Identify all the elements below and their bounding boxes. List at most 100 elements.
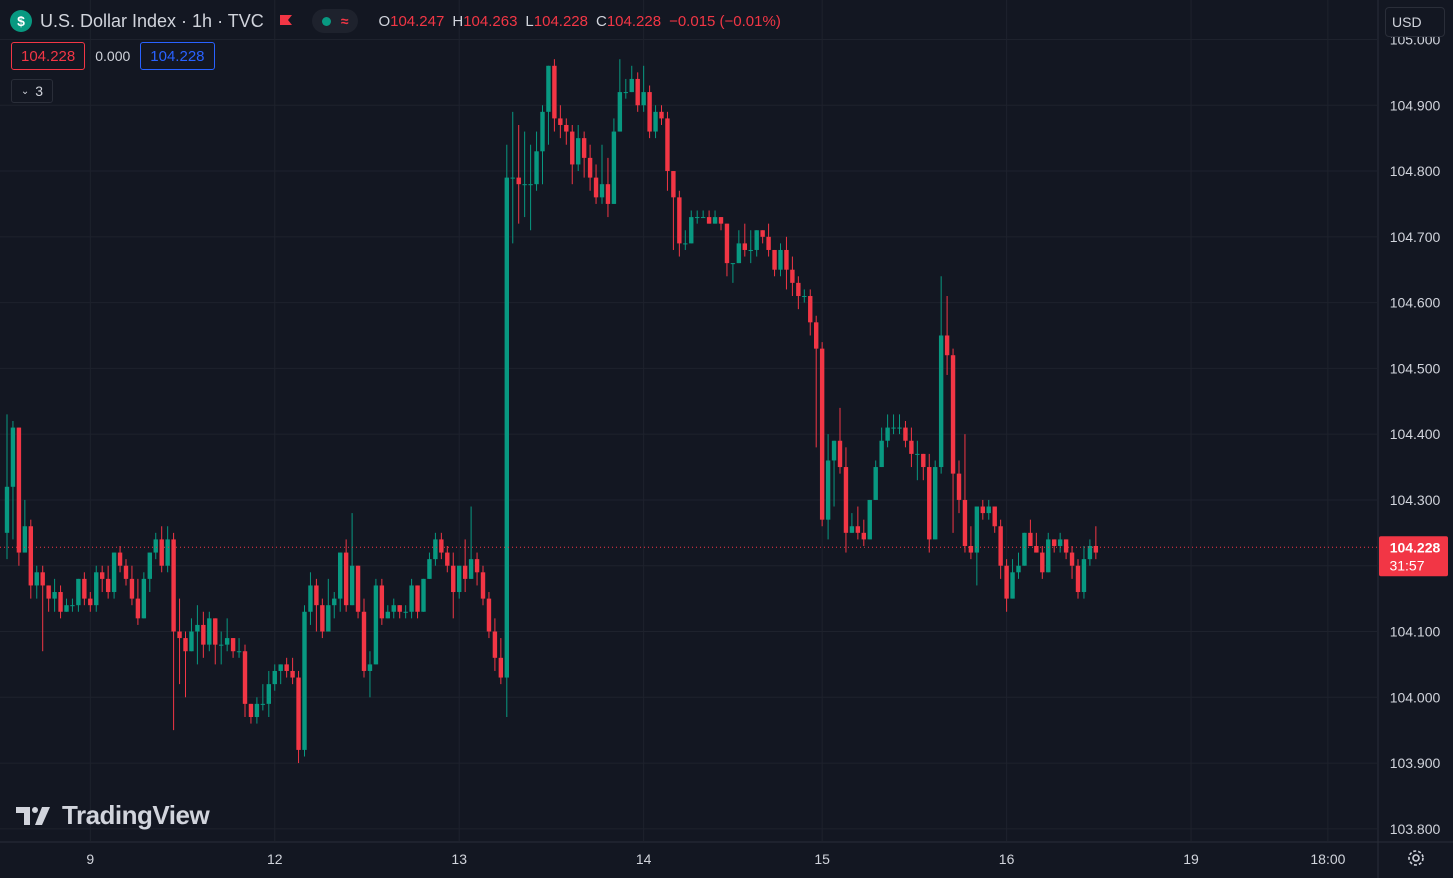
candle[interactable] <box>647 85 652 139</box>
candle[interactable] <box>1034 532 1039 553</box>
candle[interactable] <box>879 427 884 468</box>
candle[interactable] <box>689 210 694 244</box>
candle[interactable] <box>159 526 164 573</box>
candle[interactable] <box>790 256 795 297</box>
candle[interactable] <box>16 427 22 566</box>
candle[interactable] <box>373 578 379 665</box>
candle[interactable] <box>195 605 200 665</box>
candle[interactable] <box>385 605 390 619</box>
candle[interactable] <box>546 65 551 145</box>
gear-icon[interactable] <box>1405 847 1427 869</box>
candle[interactable] <box>956 460 962 514</box>
candle[interactable] <box>105 565 111 599</box>
candle[interactable] <box>260 684 266 711</box>
candle[interactable] <box>147 552 152 593</box>
candle[interactable] <box>40 565 45 652</box>
indicators-toggle-button[interactable]: ⌄ 3 <box>11 79 53 103</box>
candle[interactable] <box>885 414 890 448</box>
candle[interactable] <box>766 223 771 257</box>
candle[interactable] <box>207 611 212 652</box>
candle[interactable] <box>748 230 753 264</box>
candle[interactable] <box>153 532 158 560</box>
candle[interactable] <box>581 131 587 178</box>
candle[interactable] <box>593 164 599 204</box>
candle[interactable] <box>343 539 349 612</box>
candle[interactable] <box>611 118 617 204</box>
candle[interactable] <box>219 631 224 665</box>
candle[interactable] <box>421 578 426 612</box>
candle[interactable] <box>1010 559 1015 599</box>
candle[interactable] <box>992 506 997 533</box>
candle[interactable] <box>272 664 277 691</box>
candle[interactable] <box>867 499 872 540</box>
candle[interactable] <box>944 296 950 375</box>
dollar-sign-icon[interactable]: $ <box>10 10 32 32</box>
candle[interactable] <box>1016 552 1021 579</box>
candle[interactable] <box>10 421 16 540</box>
candle[interactable] <box>117 545 123 573</box>
candle[interactable] <box>986 499 991 520</box>
candle[interactable] <box>111 552 117 599</box>
candle[interactable] <box>980 499 985 520</box>
candle[interactable] <box>891 414 896 435</box>
candle[interactable] <box>314 578 319 632</box>
candle[interactable] <box>296 670 301 764</box>
market-status-pill[interactable]: ≈ <box>311 9 359 33</box>
candle[interactable] <box>730 263 736 283</box>
candle[interactable] <box>778 243 783 277</box>
candle[interactable] <box>248 703 254 724</box>
candle[interactable] <box>361 598 367 678</box>
candle[interactable] <box>724 223 730 277</box>
candle[interactable] <box>224 618 230 652</box>
candle[interactable] <box>433 532 438 566</box>
candle[interactable] <box>391 598 396 619</box>
candle[interactable] <box>760 230 765 244</box>
candle[interactable] <box>123 559 129 586</box>
candle[interactable] <box>665 111 670 191</box>
candle[interactable] <box>712 210 718 224</box>
currency-button[interactable]: USD <box>1385 7 1445 37</box>
candle[interactable] <box>683 230 688 250</box>
candle[interactable] <box>1075 559 1081 599</box>
candle[interactable] <box>474 552 480 586</box>
candle[interactable] <box>873 460 878 500</box>
candle[interactable] <box>308 572 313 625</box>
candle[interactable] <box>897 414 902 435</box>
candle[interactable] <box>1028 519 1033 546</box>
candle[interactable] <box>534 131 539 191</box>
candle[interactable] <box>177 598 182 685</box>
candle[interactable] <box>88 592 93 612</box>
candle[interactable] <box>22 499 28 553</box>
candle[interactable] <box>564 118 569 145</box>
candle[interactable] <box>528 144 533 231</box>
candle[interactable] <box>58 585 63 619</box>
candle[interactable] <box>76 578 81 612</box>
candle[interactable] <box>915 440 920 481</box>
candle[interactable] <box>802 289 807 303</box>
candle[interactable] <box>486 592 492 639</box>
candle[interactable] <box>819 342 825 527</box>
candle[interactable] <box>1022 532 1027 566</box>
candle[interactable] <box>1004 559 1009 612</box>
candle[interactable] <box>659 105 664 125</box>
candle[interactable] <box>1093 526 1099 560</box>
tradingview-watermark[interactable]: TradingView <box>16 800 210 831</box>
candle[interactable] <box>849 513 855 533</box>
candle[interactable] <box>141 572 147 619</box>
candle[interactable] <box>230 638 236 658</box>
candle[interactable] <box>266 670 271 718</box>
candle[interactable] <box>927 453 932 553</box>
candle[interactable] <box>1063 539 1069 560</box>
candle[interactable] <box>326 578 331 632</box>
candle[interactable] <box>278 664 283 685</box>
candle[interactable] <box>974 506 980 586</box>
candle[interactable] <box>950 348 956 533</box>
candle[interactable] <box>510 111 515 244</box>
candle[interactable] <box>814 315 819 448</box>
candle[interactable] <box>558 105 563 139</box>
candle[interactable] <box>82 572 87 606</box>
candle[interactable] <box>831 440 837 507</box>
candle[interactable] <box>284 657 289 678</box>
candle[interactable] <box>201 611 206 658</box>
candle[interactable] <box>736 230 742 264</box>
